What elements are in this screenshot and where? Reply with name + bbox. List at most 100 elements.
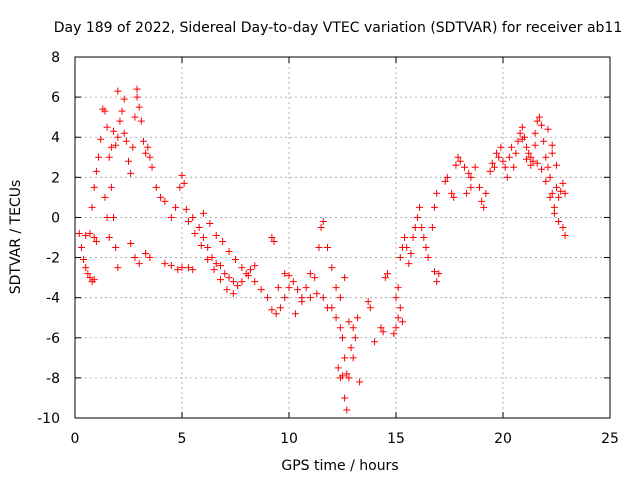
data-point-marker <box>110 127 118 135</box>
data-point-marker <box>180 179 188 187</box>
data-point-marker <box>345 374 353 382</box>
data-point-marker <box>403 244 411 252</box>
data-point-marker <box>433 278 441 286</box>
data-point-marker <box>135 260 143 268</box>
data-point-marker <box>555 217 563 225</box>
data-point-marker <box>229 278 237 286</box>
data-point-marker <box>548 189 556 197</box>
data-point-marker <box>467 183 475 191</box>
data-point-marker <box>343 370 351 378</box>
y-tick-label: -10 <box>37 411 60 427</box>
data-point-marker <box>533 117 541 125</box>
data-point-marker <box>189 266 197 274</box>
data-point-marker <box>291 310 299 318</box>
data-point-marker <box>112 141 120 149</box>
data-point-marker <box>101 107 109 115</box>
y-tick-label: 8 <box>51 50 60 66</box>
data-point-marker <box>390 330 398 338</box>
data-point-marker <box>176 183 184 191</box>
y-tick-label: 6 <box>51 90 60 106</box>
data-point-marker <box>315 244 323 252</box>
data-point-marker <box>490 163 498 171</box>
data-point-marker <box>114 133 122 141</box>
data-point-marker <box>540 137 548 145</box>
data-point-marker <box>544 125 552 133</box>
data-point-marker <box>246 266 254 274</box>
data-point-marker <box>131 254 139 262</box>
data-point-marker <box>347 344 355 352</box>
data-point-marker <box>394 314 402 322</box>
data-point-marker <box>120 129 128 137</box>
data-point-marker <box>405 260 413 268</box>
data-point-marker <box>129 143 137 151</box>
data-point-marker <box>268 306 276 314</box>
data-point-marker <box>486 167 494 175</box>
data-point-marker <box>508 143 516 151</box>
data-point-marker <box>182 205 190 213</box>
data-point-marker <box>232 256 239 264</box>
data-point-marker <box>381 274 389 282</box>
data-point-marker <box>172 203 180 211</box>
data-point-marker <box>349 354 357 362</box>
data-point-marker <box>92 238 100 246</box>
data-point-marker <box>332 284 340 292</box>
data-point-marker <box>92 167 100 175</box>
data-point-marker <box>420 234 428 241</box>
data-point-marker <box>529 157 537 165</box>
chart-title: Day 189 of 2022, Sidereal Day-to-day VTE… <box>54 20 623 36</box>
data-point-marker <box>178 171 186 179</box>
data-point-marker <box>197 242 205 250</box>
data-point-marker <box>105 234 113 241</box>
data-point-marker <box>285 284 293 292</box>
data-points <box>75 85 569 414</box>
data-point-marker <box>471 163 479 171</box>
data-point-marker <box>112 244 120 252</box>
data-point-marker <box>270 238 278 246</box>
data-point-marker <box>191 229 199 237</box>
data-point-marker <box>148 163 156 171</box>
data-point-marker <box>345 318 353 326</box>
data-point-marker <box>336 294 344 302</box>
data-point-marker <box>480 203 488 211</box>
x-tick-label: 15 <box>387 431 405 447</box>
x-axis-label: GPS time / hours <box>281 458 398 474</box>
x-tick-label: 25 <box>601 431 619 447</box>
data-point-marker <box>561 231 569 239</box>
data-point-marker <box>448 189 456 197</box>
y-tick-label: 2 <box>51 170 60 186</box>
data-point-marker <box>394 284 402 292</box>
data-point-marker <box>167 213 175 221</box>
data-point-marker <box>101 193 109 201</box>
data-point-marker <box>356 378 364 386</box>
data-point-marker <box>341 274 349 282</box>
data-point-marker <box>204 256 212 264</box>
data-point-marker <box>527 161 535 169</box>
data-point-marker <box>82 231 90 239</box>
data-point-marker <box>392 324 400 332</box>
y-tick-label: 0 <box>51 210 60 226</box>
data-point-marker <box>392 294 400 302</box>
data-point-marker <box>133 93 141 101</box>
data-point-marker <box>142 250 150 258</box>
data-point-marker <box>84 270 92 278</box>
data-point-marker <box>478 197 486 205</box>
data-point-marker <box>561 189 569 197</box>
data-point-marker <box>281 270 289 278</box>
data-point-marker <box>456 157 464 165</box>
data-point-marker <box>514 137 522 145</box>
y-tick-label: -6 <box>46 331 60 347</box>
data-point-marker <box>313 290 321 298</box>
data-point-marker <box>450 193 458 201</box>
data-point-marker <box>463 189 471 197</box>
y-tick-label: -8 <box>46 371 60 387</box>
data-point-marker <box>103 213 111 221</box>
data-point-marker <box>86 229 94 237</box>
data-point-marker <box>118 107 126 115</box>
data-point-marker <box>281 294 289 302</box>
data-point-marker <box>377 324 385 332</box>
data-point-marker <box>208 254 216 262</box>
x-tick-label: 0 <box>71 431 80 447</box>
y-tick-label: -4 <box>46 291 60 307</box>
data-point-marker <box>512 149 520 157</box>
data-point-marker <box>452 161 460 169</box>
